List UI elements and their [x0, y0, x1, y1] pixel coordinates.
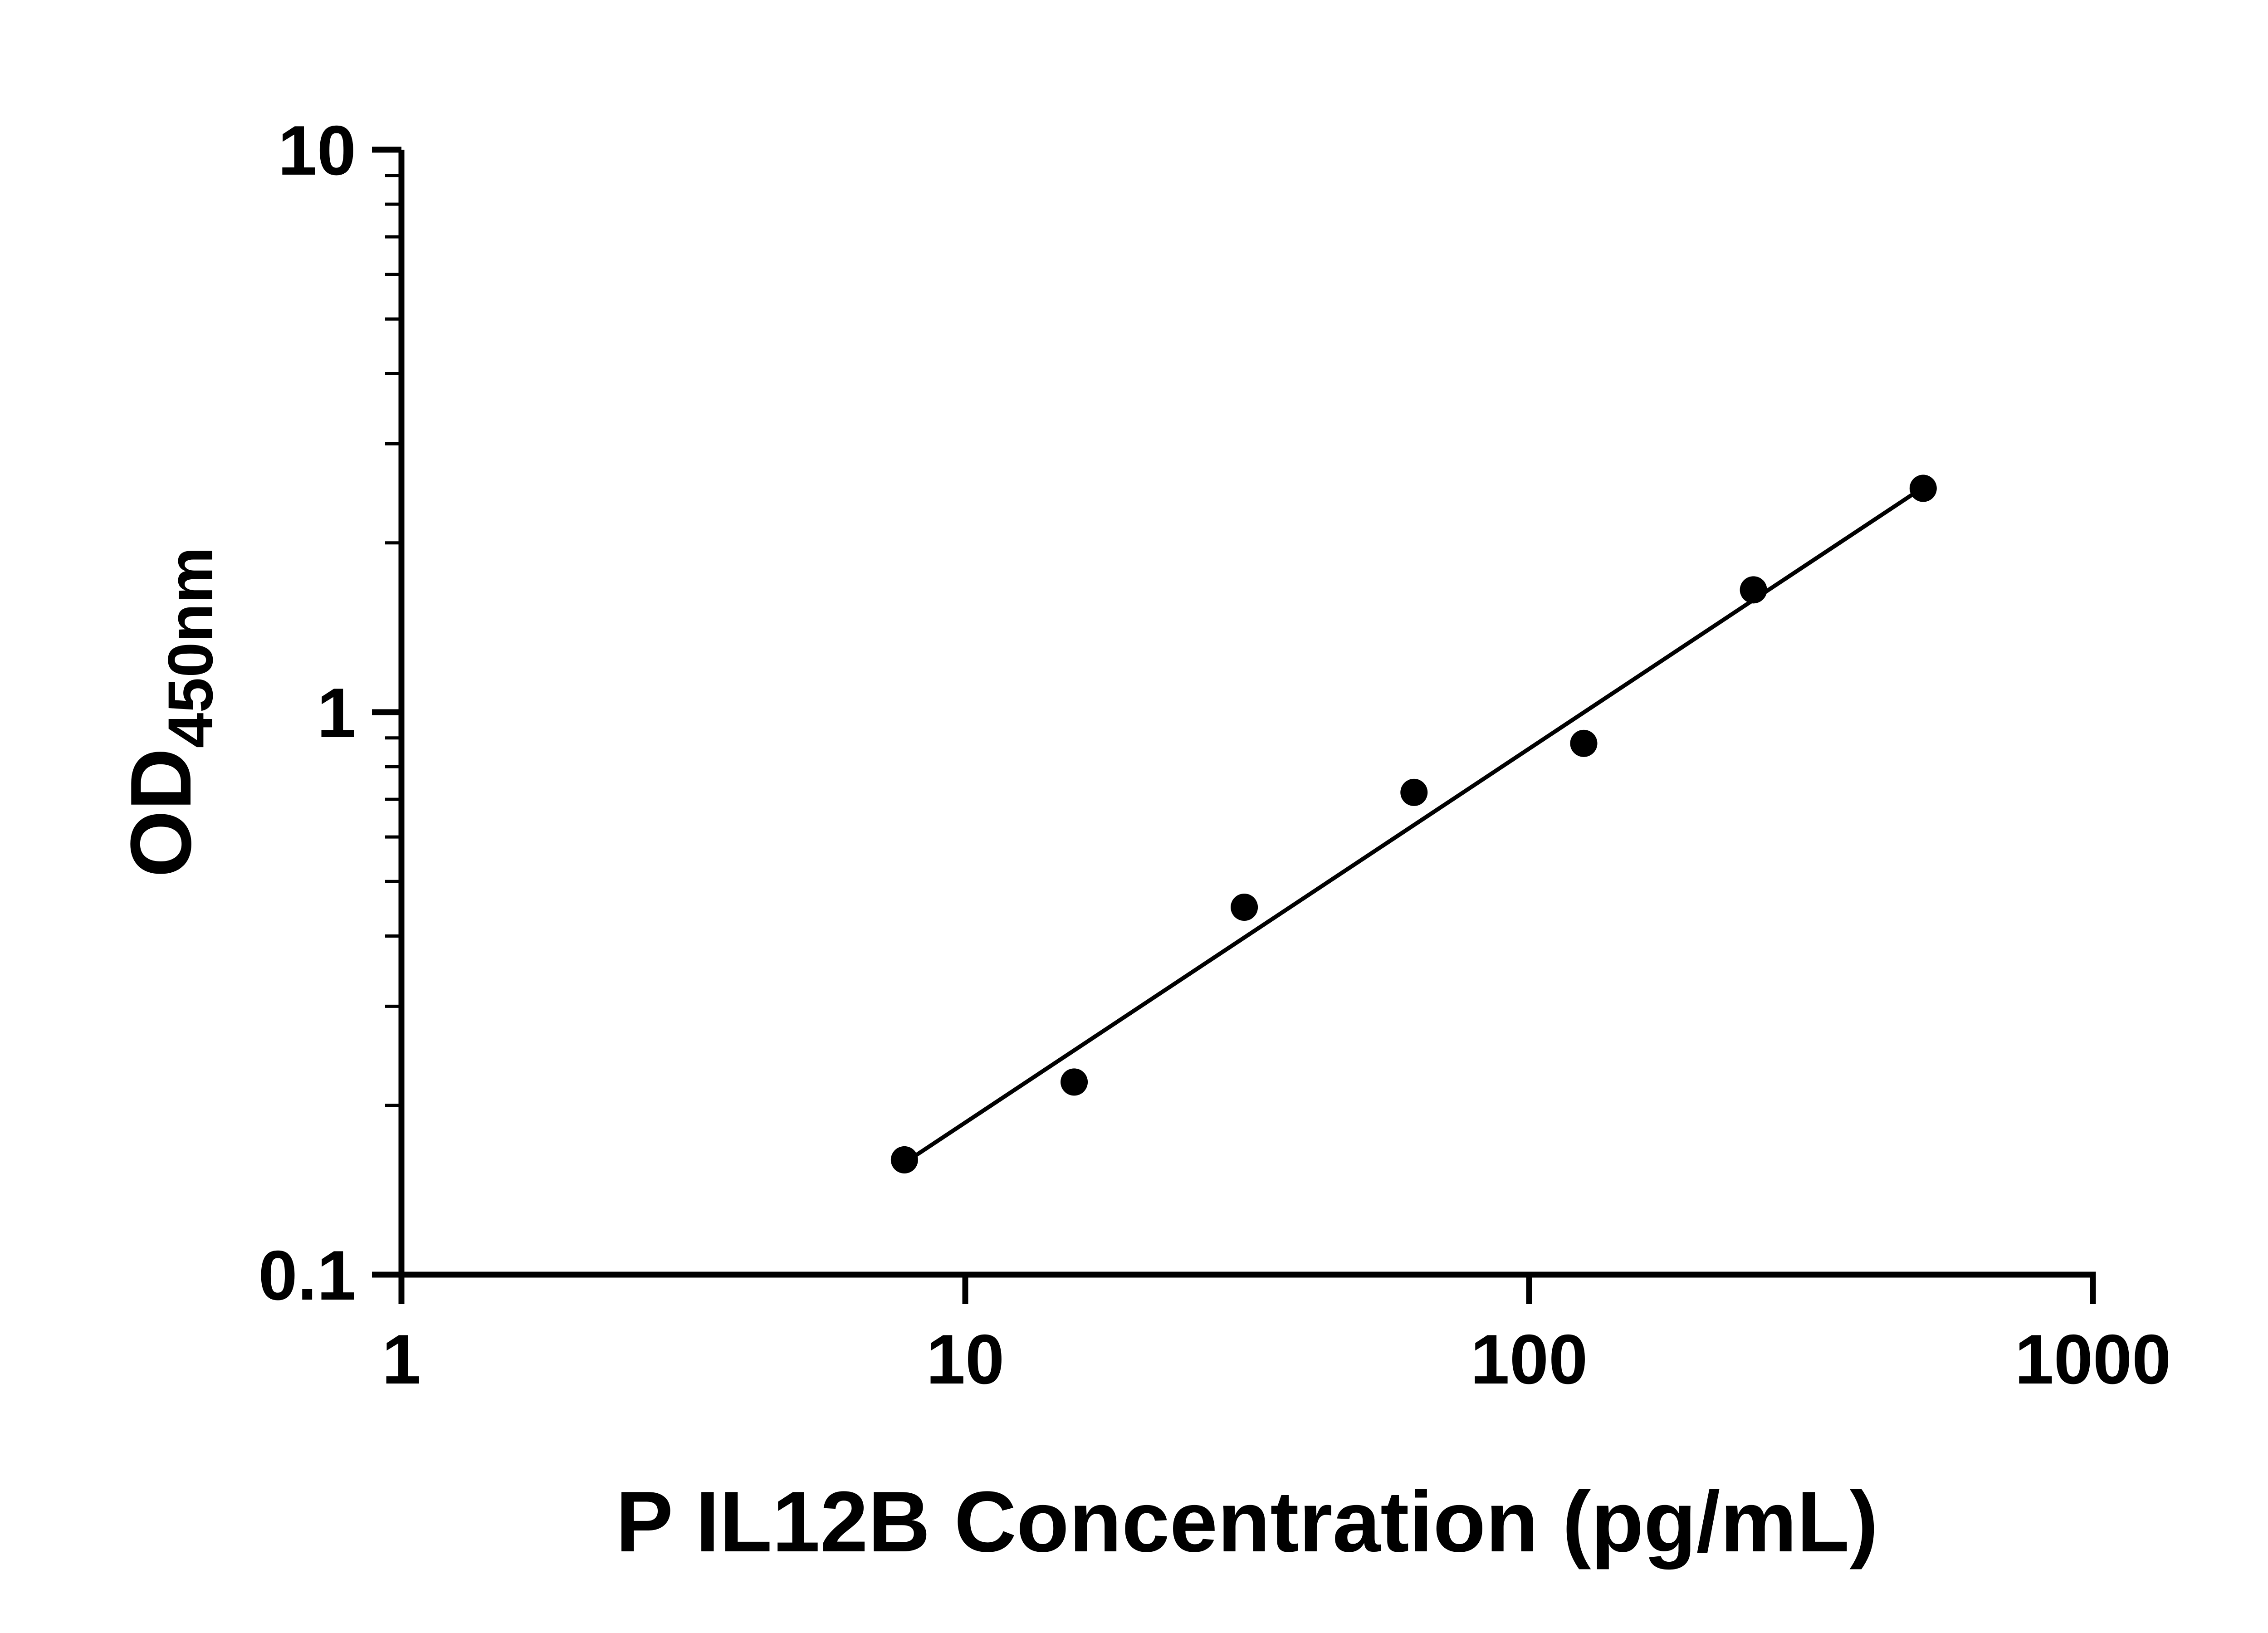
x-tick-label: 1000 [2015, 1320, 2171, 1398]
y-tick-label: 1 [317, 674, 356, 752]
y-tick-label: 10 [278, 111, 356, 190]
trend-line [903, 485, 1925, 1165]
data-point [1400, 778, 1428, 806]
x-axis-title: P IL12B Concentration (pg/mL) [616, 1474, 1878, 1570]
plot-layer: 0.1 1 10 1 10 100 1000 [259, 111, 2171, 1398]
y-axis-title-main: OD [113, 748, 209, 877]
x-tick-label: 10 [926, 1320, 1004, 1398]
data-point [1231, 894, 1258, 921]
y-axis-title-sub: 450nm [155, 547, 226, 748]
y-axis-title: OD450nm [113, 547, 226, 878]
data-point [1909, 474, 1937, 502]
x-tick-label: 1 [382, 1320, 421, 1398]
data-point [890, 1146, 918, 1173]
y-tick-label: 0.1 [259, 1236, 356, 1315]
data-point [1061, 1068, 1088, 1096]
x-tick-label: 100 [1471, 1320, 1588, 1398]
data-point [1740, 576, 1767, 604]
data-point [1570, 729, 1598, 757]
